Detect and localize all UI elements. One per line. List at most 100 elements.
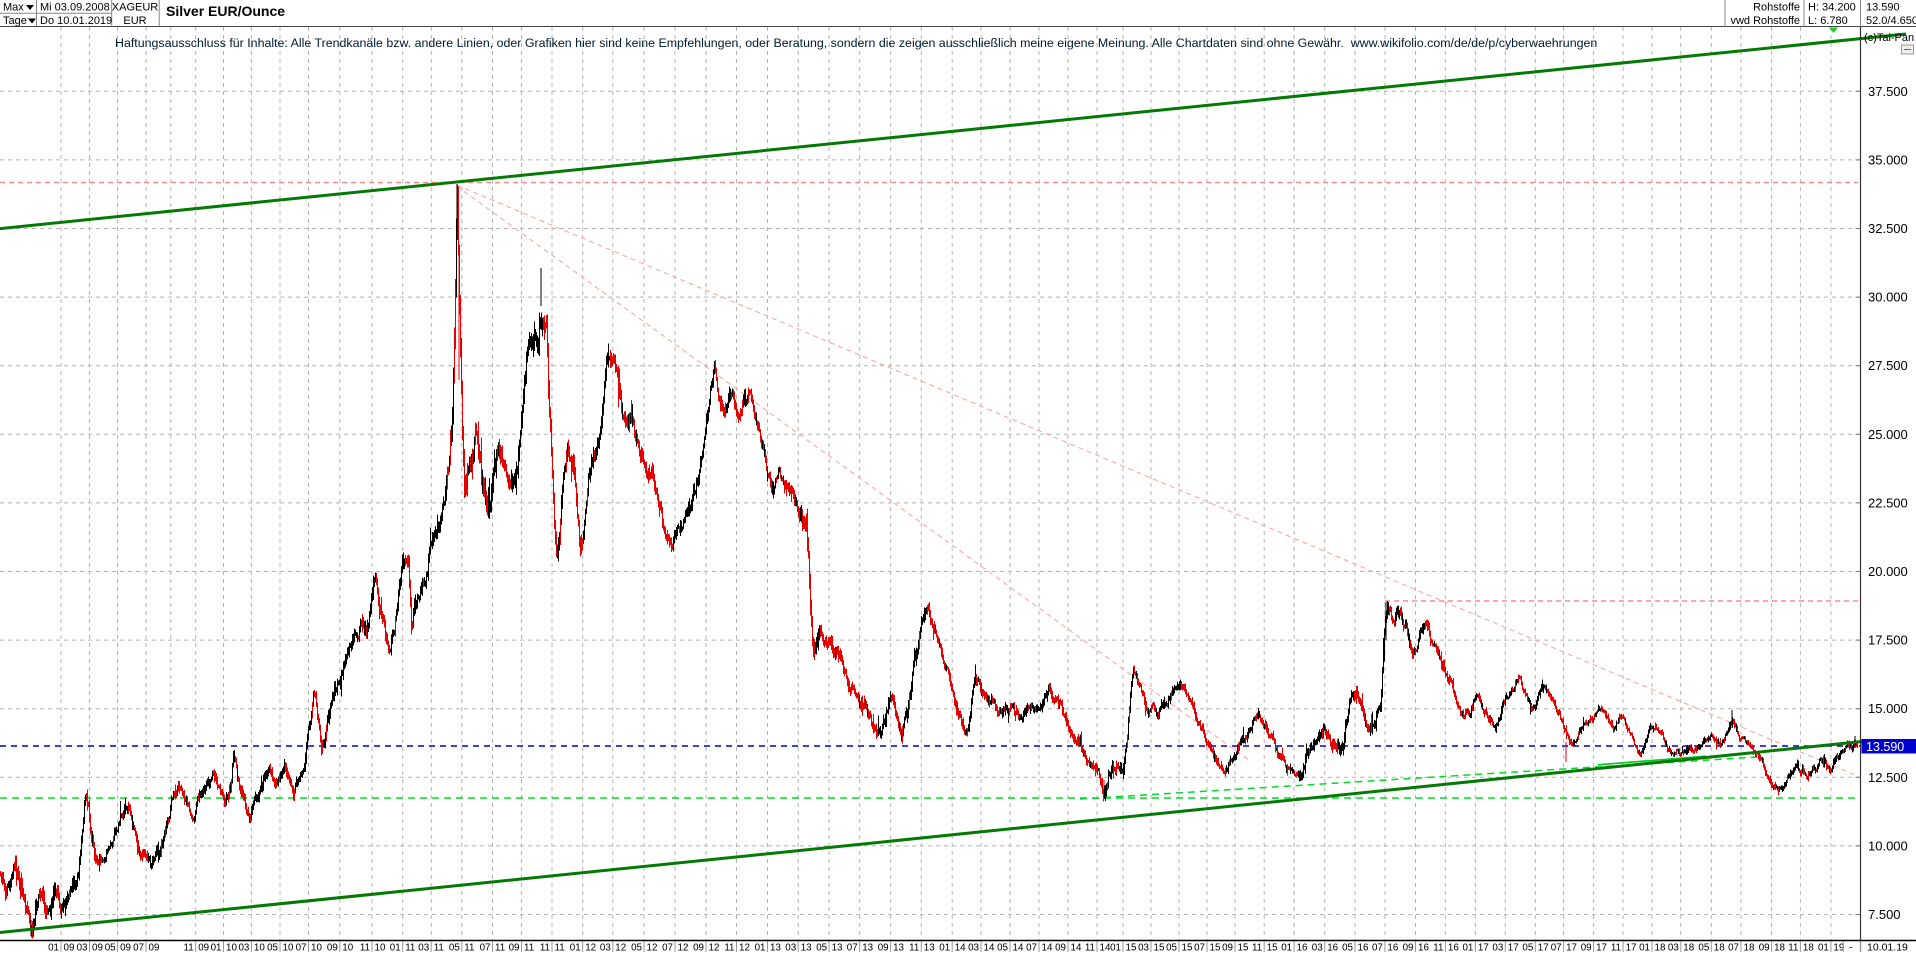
svg-text:XAGEUR: XAGEUR (112, 2, 159, 14)
svg-text:03: 03 (1668, 943, 1679, 953)
svg-text:03: 03 (968, 943, 979, 953)
svg-text:14: 14 (984, 943, 995, 953)
svg-text:10: 10 (342, 943, 353, 953)
svg-text:07: 07 (1551, 943, 1562, 953)
svg-text:07: 07 (1728, 943, 1739, 953)
svg-text:09: 09 (878, 943, 889, 953)
svg-text:11: 11 (524, 943, 534, 953)
svg-text:16: 16 (1297, 943, 1308, 953)
svg-text:01: 01 (755, 943, 766, 953)
svg-text:01: 01 (1281, 943, 1292, 953)
svg-text:09: 09 (327, 943, 338, 953)
svg-text:17.500: 17.500 (1868, 633, 1908, 648)
svg-text:32.500: 32.500 (1868, 221, 1908, 236)
svg-text:07: 07 (1372, 943, 1383, 953)
svg-text:12.500: 12.500 (1868, 770, 1908, 785)
svg-text:15: 15 (1267, 943, 1278, 953)
svg-text:09: 09 (1581, 943, 1592, 953)
svg-text:13: 13 (862, 943, 873, 953)
svg-text:18: 18 (1803, 943, 1814, 953)
svg-text:03: 03 (77, 943, 88, 953)
svg-text:Silver EUR/Ounce: Silver EUR/Ounce (166, 3, 285, 19)
svg-text:12: 12 (739, 943, 750, 953)
svg-text:13.590: 13.590 (1866, 740, 1904, 754)
svg-text:EUR: EUR (123, 15, 146, 27)
svg-text:07: 07 (1194, 943, 1205, 953)
svg-text:10: 10 (226, 943, 237, 953)
svg-text:11: 11 (405, 943, 415, 953)
svg-text:01: 01 (939, 943, 950, 953)
svg-text:05: 05 (997, 943, 1008, 953)
svg-text:13: 13 (832, 943, 843, 953)
svg-text:07: 07 (480, 943, 491, 953)
svg-text:15: 15 (1154, 943, 1165, 953)
svg-text:10.000: 10.000 (1868, 838, 1908, 853)
svg-text:05: 05 (631, 943, 642, 953)
svg-text:11: 11 (495, 943, 505, 953)
svg-text:52.0/4.650: 52.0/4.650 (1866, 15, 1916, 27)
svg-text:12: 12 (615, 943, 626, 953)
svg-text:07: 07 (1026, 943, 1037, 953)
svg-text:18: 18 (1683, 943, 1694, 953)
svg-text:Tage: Tage (3, 15, 27, 27)
svg-text:01: 01 (48, 943, 59, 953)
svg-text:07: 07 (133, 943, 144, 953)
svg-text:03: 03 (1312, 943, 1323, 953)
svg-text:17: 17 (1566, 943, 1577, 953)
svg-text:25.000: 25.000 (1868, 427, 1908, 442)
svg-text:09: 09 (693, 943, 704, 953)
svg-text:13: 13 (770, 943, 781, 953)
svg-text:01: 01 (211, 943, 222, 953)
svg-text:17: 17 (1478, 943, 1489, 953)
svg-text:07: 07 (296, 943, 307, 953)
svg-text:15: 15 (1182, 943, 1193, 953)
svg-text:09: 09 (120, 943, 131, 953)
svg-text:11: 11 (1085, 943, 1095, 953)
svg-text:22.500: 22.500 (1868, 495, 1908, 510)
svg-text:Rohstoffe: Rohstoffe (1753, 2, 1800, 14)
svg-text:(c)Tai-Pan: (c)Tai-Pan (1864, 32, 1914, 44)
svg-text:01: 01 (570, 943, 581, 953)
svg-text:10: 10 (311, 943, 322, 953)
svg-text:27.500: 27.500 (1868, 358, 1908, 373)
svg-text:11: 11 (1252, 943, 1262, 953)
svg-text:15.000: 15.000 (1868, 701, 1908, 716)
svg-text:16: 16 (1418, 943, 1429, 953)
svg-text:05: 05 (1166, 943, 1177, 953)
svg-text:09: 09 (198, 943, 209, 953)
svg-text:11: 11 (184, 943, 194, 953)
svg-text:13: 13 (924, 943, 935, 953)
svg-text:13.590: 13.590 (1866, 2, 1900, 14)
svg-text:07: 07 (847, 943, 858, 953)
svg-text:20.000: 20.000 (1868, 564, 1908, 579)
svg-text:13: 13 (893, 943, 904, 953)
svg-text:05: 05 (1698, 943, 1709, 953)
svg-text:30.000: 30.000 (1868, 290, 1908, 305)
svg-text:17: 17 (1596, 943, 1607, 953)
svg-text:05: 05 (816, 943, 827, 953)
svg-text:07: 07 (662, 943, 673, 953)
svg-text:05: 05 (267, 943, 278, 953)
svg-text:12: 12 (647, 943, 658, 953)
svg-text:11: 11 (555, 943, 565, 953)
svg-text:16: 16 (1448, 943, 1459, 953)
svg-text:01: 01 (1818, 943, 1829, 953)
svg-text:H: 34.200: H: 34.200 (1808, 2, 1856, 14)
svg-text:14: 14 (955, 943, 966, 953)
svg-text:19: 19 (1833, 943, 1844, 953)
svg-text:11: 11 (434, 943, 444, 953)
svg-text:09: 09 (92, 943, 103, 953)
svg-text:10: 10 (283, 943, 294, 953)
svg-text:11: 11 (1433, 943, 1443, 953)
svg-text:03: 03 (1492, 943, 1503, 953)
svg-text:03: 03 (600, 943, 611, 953)
svg-text:Haftungsausschluss für Inhalte: Haftungsausschluss für Inhalte: Alle Tre… (115, 36, 1597, 50)
svg-text:17: 17 (1508, 943, 1519, 953)
svg-text:11: 11 (360, 943, 370, 953)
svg-text:vwd Rohstoffe: vwd Rohstoffe (1730, 15, 1800, 27)
svg-text:L: 6.780: L: 6.780 (1808, 15, 1848, 27)
svg-text:01: 01 (1639, 943, 1650, 953)
svg-text:03: 03 (785, 943, 796, 953)
svg-text:09: 09 (1759, 943, 1770, 953)
svg-text:09: 09 (149, 943, 160, 953)
